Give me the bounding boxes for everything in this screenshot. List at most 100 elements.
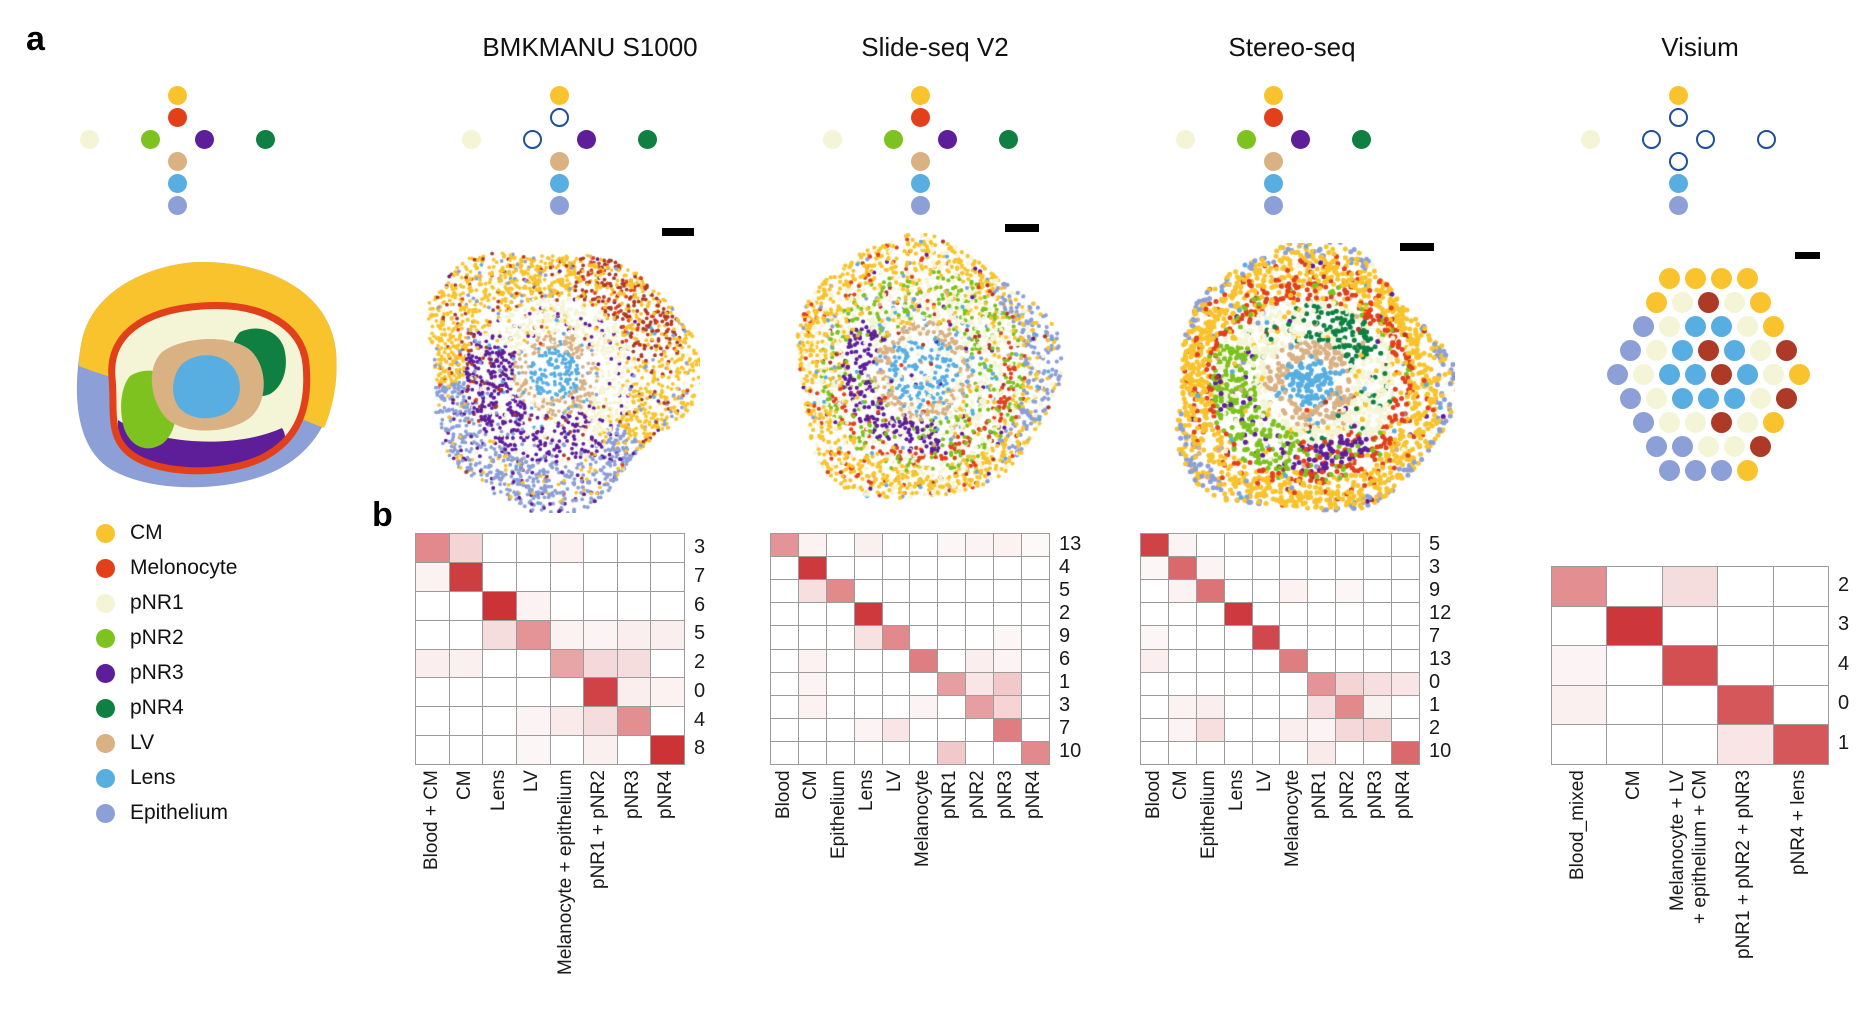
heatmap-cell (1364, 741, 1392, 764)
heatmap-cell (516, 562, 550, 591)
heatmap-cell (1280, 626, 1308, 649)
cross-dot-melonocyte-undetected (1668, 107, 1688, 127)
cross-dot-pnr1 (461, 129, 481, 149)
heatmap-cell (938, 626, 966, 649)
cross-dot-epithelium (549, 195, 569, 215)
heatmap-cell (1364, 718, 1392, 741)
visium-spot (1606, 364, 1628, 385)
heatmap-cell (1392, 741, 1419, 764)
heatmap-cell (826, 718, 854, 741)
visium-spot (1775, 340, 1797, 361)
cross-dot-pnr3 (937, 129, 957, 149)
cluster-id-label: 0 (1838, 692, 1850, 715)
heatmap-cell (938, 603, 966, 626)
heatmap-cell (910, 557, 938, 580)
cluster-id-label: 2 (1059, 602, 1071, 624)
heatmap-stereo-seq (1140, 533, 1420, 765)
heatmap-cell (416, 620, 449, 649)
heatmap-cell (1196, 718, 1224, 741)
axis-label: pNR4 (1392, 770, 1414, 819)
legend-item: pNR4 (96, 696, 184, 720)
heatmap-cell (1392, 718, 1419, 741)
cluster-id-label: 9 (1429, 579, 1441, 601)
legend-swatch-epithelium (96, 803, 115, 823)
visium-spot (1671, 388, 1693, 409)
cluster-id-label: 7 (1059, 717, 1071, 739)
visium-spot (1632, 412, 1654, 433)
heatmap-cell (826, 695, 854, 718)
cross-dot-lv (1263, 151, 1283, 171)
cross-dot-pnr4-undetected (1756, 129, 1776, 149)
heatmap-cell (1336, 534, 1364, 557)
heatmap-cell (1718, 567, 1773, 606)
heatmap-cell (584, 562, 617, 591)
cluster-id-label: 4 (694, 708, 706, 731)
visium-spot (1736, 316, 1758, 337)
heatmap-cell (1308, 649, 1336, 672)
heatmap-cell (798, 534, 826, 557)
heatmap-cell (771, 649, 798, 672)
cluster-id-label: 2 (1429, 717, 1441, 739)
cross-dot-pnr4 (1351, 129, 1371, 149)
heatmap-cell (651, 736, 684, 764)
visium-spot (1749, 340, 1771, 361)
heatmap-cell (1252, 603, 1280, 626)
heatmap-cell (416, 736, 449, 764)
cross-dot-epithelium (1263, 195, 1283, 215)
heatmap-cell (449, 678, 483, 707)
heatmap-cell (584, 620, 617, 649)
heatmap-cell (1252, 695, 1280, 718)
heatmap-cell (1607, 606, 1662, 646)
heatmap-cell (1196, 557, 1224, 580)
heatmap-cell (483, 649, 516, 678)
heatmap-cell (1252, 580, 1280, 603)
heatmap-cell (416, 591, 449, 620)
heatmap-cell (1662, 646, 1718, 685)
heatmap-cell (1022, 557, 1049, 580)
heatmap-cell (798, 580, 826, 603)
heatmap-cell (1224, 741, 1252, 764)
visium-spot (1684, 412, 1706, 433)
heatmap-cell (854, 649, 882, 672)
cross-dot-pnr2 (1236, 129, 1256, 149)
cluster-id-label: 5 (1059, 579, 1071, 601)
heatmap-cell (1224, 649, 1252, 672)
heatmap-cell (1196, 672, 1224, 695)
heatmap-cell (1280, 534, 1308, 557)
heatmap-cell (1280, 718, 1308, 741)
heatmap-cell (1141, 626, 1168, 649)
cross-dot-pnr1 (1580, 129, 1600, 149)
cross-dot-cm (910, 85, 930, 105)
heatmap-cell (1022, 649, 1049, 672)
heatmap-cell (1196, 603, 1224, 626)
visium-spot (1736, 364, 1758, 385)
heatmap-cell (1773, 567, 1828, 606)
heatmap-cell (483, 562, 516, 591)
heatmap-cell (1336, 626, 1364, 649)
heatmap-cell (771, 557, 798, 580)
visium-spot (1684, 316, 1706, 337)
platform-title-visium: Visium (1661, 32, 1739, 62)
heatmap-cell (1168, 695, 1196, 718)
visium-spot (1671, 340, 1693, 361)
visium-spot (1684, 268, 1706, 289)
heatmap-cell (1773, 646, 1828, 685)
cluster-id-label: 4 (1059, 556, 1071, 578)
heatmap-cell (1662, 567, 1718, 606)
heatmap-cell (651, 591, 684, 620)
cluster-id-label: 10 (1429, 740, 1452, 762)
heatmap-cell (966, 626, 994, 649)
heatmap-cell (910, 649, 938, 672)
heatmap-cell (1141, 649, 1168, 672)
heatmap-cell (617, 591, 651, 620)
heatmap-cell (910, 626, 938, 649)
heatmap-cell (483, 620, 516, 649)
visium-spot (1723, 388, 1745, 409)
cross-dot-cm (549, 85, 569, 105)
heatmap-cell (651, 620, 684, 649)
heatmap-cell (1308, 557, 1336, 580)
heatmap-cell (938, 741, 966, 764)
heatmap-cell (882, 534, 910, 557)
panel-b-label: b (372, 496, 393, 534)
legend-label: pNR2 (130, 626, 184, 649)
